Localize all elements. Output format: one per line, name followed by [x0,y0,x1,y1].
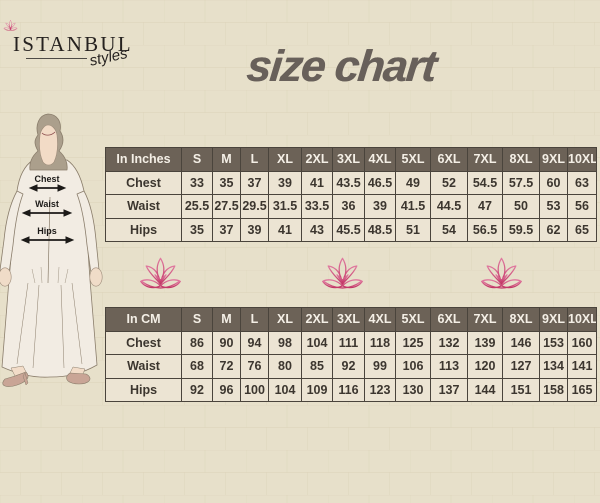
svg-text:Chest: Chest [34,174,59,184]
svg-text:Waist: Waist [35,199,59,209]
svg-text:Hips: Hips [37,226,57,236]
